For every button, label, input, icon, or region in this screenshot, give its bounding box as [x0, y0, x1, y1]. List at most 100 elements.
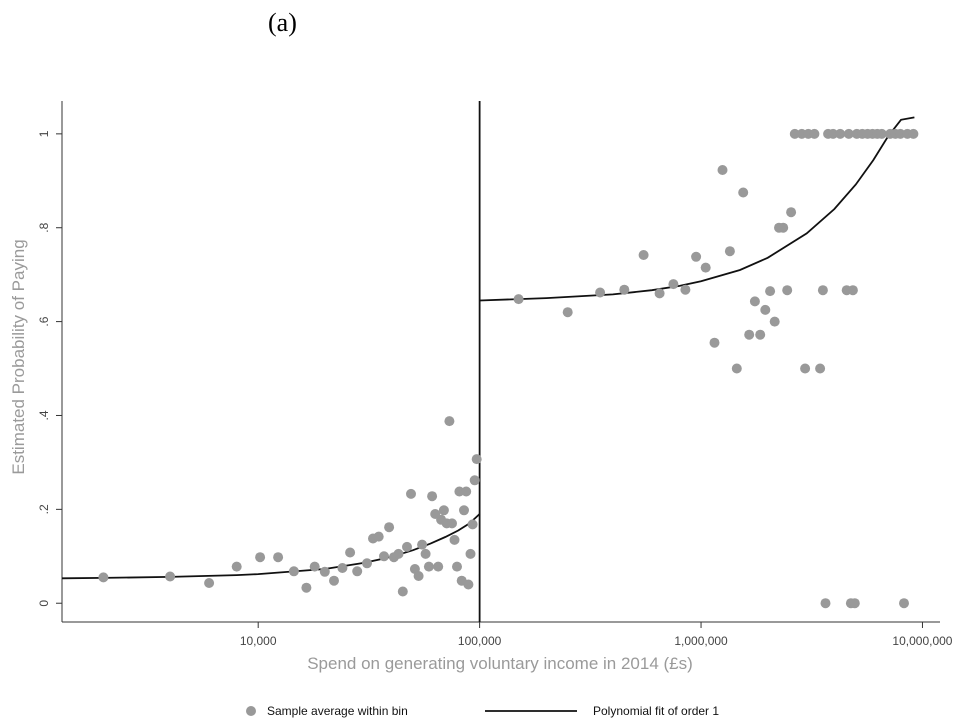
legend-label-scatter: Sample average within bin: [267, 704, 408, 718]
data-point: [319, 566, 330, 577]
data-point: [691, 251, 702, 262]
data-point: [413, 571, 424, 581]
data-point: [899, 598, 909, 609]
data-point: [700, 262, 711, 273]
data-point: [513, 294, 524, 305]
data-point: [459, 505, 469, 516]
data-point: [423, 561, 434, 572]
data-point: [373, 531, 384, 542]
data-point: [717, 165, 728, 175]
data-point: [288, 566, 299, 577]
y-tick-label: 0: [37, 600, 51, 607]
data-points: [98, 128, 919, 609]
data-point: [619, 284, 630, 295]
data-point: [828, 128, 839, 139]
data-point: [749, 296, 760, 307]
x-axis-title: Spend on generating voluntary income in …: [307, 654, 693, 673]
data-point: [738, 187, 749, 198]
data-point: [465, 548, 476, 559]
data-point: [98, 572, 109, 583]
data-point: [843, 128, 854, 139]
data-point: [433, 561, 444, 572]
data-point: [337, 563, 348, 573]
data-point: [817, 285, 828, 296]
data-point: [406, 488, 416, 499]
data-point: [449, 534, 460, 545]
data-point: [849, 598, 860, 609]
data-point: [744, 329, 755, 340]
legend-marker-icon: [246, 706, 256, 716]
data-point: [820, 598, 831, 609]
data-point: [778, 222, 789, 233]
data-point: [255, 552, 266, 563]
panel-label: (a): [268, 8, 297, 37]
data-point: [165, 571, 176, 582]
data-point: [467, 519, 478, 530]
data-point: [800, 363, 811, 374]
data-point: [309, 561, 320, 572]
data-point: [393, 548, 404, 559]
x-tick-label: 100,000: [458, 634, 502, 648]
y-tick-label: 1: [37, 130, 51, 137]
data-point: [463, 579, 474, 590]
fit-lines: [61, 116, 915, 580]
data-point: [469, 475, 480, 486]
data-point: [815, 363, 826, 374]
data-point: [782, 285, 793, 296]
data-point: [397, 586, 408, 597]
data-point: [765, 286, 776, 297]
data-point: [352, 566, 363, 577]
data-point: [809, 128, 820, 139]
data-point: [709, 337, 720, 348]
data-point: [204, 578, 215, 588]
data-point: [638, 250, 649, 260]
y-axis: 0 .2 .4 .6 .8 1: [37, 101, 63, 622]
data-point: [471, 454, 482, 465]
data-point: [680, 284, 691, 295]
data-point: [789, 128, 800, 139]
data-point: [329, 575, 339, 586]
legend: Sample average within bin Polynomial fit…: [246, 704, 719, 718]
x-tick-label: 10,000,000: [892, 634, 952, 648]
data-point: [384, 522, 395, 533]
data-point: [876, 128, 887, 139]
y-axis-title: Estimated Probability of Paying: [9, 239, 28, 474]
data-point: [273, 552, 284, 563]
data-point: [755, 329, 766, 340]
data-point: [760, 304, 771, 315]
data-point: [301, 582, 312, 593]
y-tick-label: .6: [37, 316, 51, 326]
data-point: [417, 539, 428, 550]
x-axis: 10,000 100,000 1,000,000 10,000,000: [62, 621, 953, 648]
y-tick-label: .8: [37, 222, 51, 232]
y-tick-label: .4: [37, 410, 51, 420]
data-point: [345, 547, 356, 558]
fit-line-segment-1: [61, 513, 481, 580]
data-point: [595, 287, 606, 298]
data-point: [786, 207, 797, 218]
data-point: [447, 518, 457, 529]
data-point: [562, 307, 573, 318]
data-point: [452, 561, 462, 572]
data-point: [461, 486, 472, 497]
data-point: [769, 316, 780, 327]
data-point: [231, 561, 242, 572]
fit-line-segment-2: [479, 116, 915, 302]
data-point: [847, 285, 858, 296]
data-point: [724, 246, 735, 257]
data-point: [420, 548, 431, 559]
data-point: [379, 551, 389, 562]
data-point: [668, 279, 679, 290]
x-tick-label: 1,000,000: [674, 634, 728, 648]
legend-label-fit: Polynomial fit of order 1: [593, 704, 719, 718]
data-point: [654, 288, 665, 299]
data-point: [835, 128, 846, 139]
data-point: [908, 128, 919, 139]
data-point: [427, 491, 438, 502]
data-point: [731, 363, 742, 374]
y-tick-label: .2: [37, 504, 51, 514]
data-point: [438, 505, 449, 516]
data-point: [444, 416, 455, 427]
data-point: [362, 558, 372, 569]
